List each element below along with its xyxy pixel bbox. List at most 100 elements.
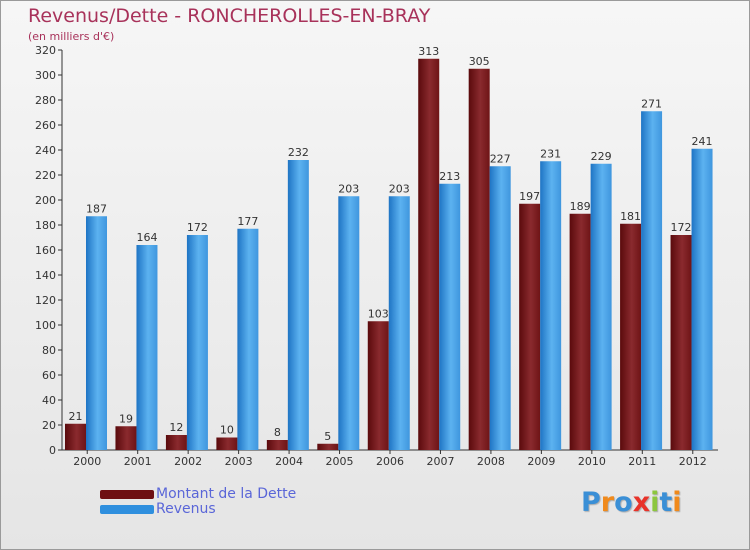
y-tick-label: 260 (35, 119, 56, 132)
x-tick-label: 2011 (628, 455, 656, 468)
logo-letter: r (600, 487, 615, 518)
y-tick-label: 20 (42, 419, 56, 432)
logo-letter: P (581, 487, 601, 518)
logo-letter: x (632, 487, 651, 518)
data-label-revenus: 229 (591, 150, 612, 163)
bar-revenus (186, 235, 208, 450)
y-tick-label: 120 (35, 294, 56, 307)
x-tick-label: 2000 (73, 455, 101, 468)
y-tick-label: 40 (42, 394, 56, 407)
data-label-revenus: 232 (288, 146, 309, 159)
y-tick-label: 280 (35, 94, 56, 107)
data-label-revenus: 177 (237, 215, 258, 228)
bars (65, 58, 713, 450)
bar-revenus (237, 228, 259, 450)
y-tick-label: 140 (35, 269, 56, 282)
data-label-revenus: 164 (136, 231, 157, 244)
legend-swatch-dette (100, 490, 154, 499)
data-label-revenus: 271 (641, 97, 662, 110)
bar-revenus (136, 245, 158, 450)
proxiti-logo: Proxiti (581, 487, 682, 518)
data-labels: 21 187 19 164 12 172 10 177 8 232 5 203 103 203 313 213… (69, 45, 713, 443)
x-tick-label: 2003 (225, 455, 253, 468)
x-tick-label: 2007 (426, 455, 454, 468)
data-label-dette: 313 (418, 45, 439, 58)
data-label-revenus: 213 (439, 170, 460, 183)
bar-dette (165, 435, 187, 450)
data-label-dette: 181 (620, 210, 641, 223)
bar-revenus (590, 163, 612, 450)
legend-swatch-revenus (100, 505, 154, 514)
legend-label-dette: Montant de la Dette (156, 486, 297, 502)
data-label-dette: 5 (324, 430, 331, 443)
bar-revenus (540, 161, 562, 450)
bar-revenus (287, 160, 309, 450)
data-label-dette: 305 (469, 55, 490, 68)
x-tick-label: 2008 (477, 455, 505, 468)
logo-letter: o (614, 487, 633, 518)
bar-dette (266, 440, 288, 450)
y-tick-label: 200 (35, 194, 56, 207)
bar-revenus (691, 148, 713, 450)
bar-revenus (439, 183, 461, 450)
chart-subtitle: (en milliers d'€) (28, 30, 115, 43)
bar-dette (620, 223, 642, 450)
data-label-dette: 10 (220, 424, 234, 437)
x-tick-label: 2004 (275, 455, 303, 468)
bar-dette (317, 443, 339, 450)
bar-dette (115, 426, 137, 450)
x-tick-label: 2010 (578, 455, 606, 468)
y-tick-label: 300 (35, 69, 56, 82)
bar-dette (569, 213, 591, 450)
data-label-revenus: 227 (490, 152, 511, 165)
y-tick-label: 100 (35, 319, 56, 332)
data-label-dette: 197 (519, 190, 540, 203)
bar-dette (216, 437, 238, 450)
bar-revenus (388, 196, 410, 450)
y-tick-label: 220 (35, 169, 56, 182)
y-tick-label: 320 (35, 44, 56, 57)
bar-dette (670, 235, 692, 450)
data-label-revenus: 231 (540, 147, 561, 160)
bar-revenus (641, 111, 663, 450)
y-tick-label: 240 (35, 144, 56, 157)
bar-dette (468, 68, 490, 450)
data-label-dette: 19 (119, 412, 133, 425)
legend-label-revenus: Revenus (156, 501, 216, 517)
data-label-revenus: 172 (187, 221, 208, 234)
x-tick-label: 2009 (527, 455, 555, 468)
logo-letter: t (659, 487, 673, 518)
bar-revenus (86, 216, 107, 450)
y-tick-label: 180 (35, 219, 56, 232)
y-tick-label: 80 (42, 344, 56, 357)
data-label-dette: 103 (368, 307, 389, 320)
bar-dette (65, 423, 86, 450)
data-label-revenus: 187 (86, 202, 107, 215)
bar-revenus (338, 196, 360, 450)
x-tick-label: 2012 (679, 455, 707, 468)
bar-dette (367, 321, 389, 450)
data-label-dette: 8 (274, 426, 281, 439)
x-tick-label: 2002 (174, 455, 202, 468)
axes: 0 20 40 60 80 100 120 140 160 180 200 220 240 260 280 3… (35, 44, 718, 468)
x-tick-label: 2001 (124, 455, 152, 468)
logo-letter: i (672, 487, 682, 518)
bar-dette (418, 58, 440, 450)
y-tick-label: 60 (42, 369, 56, 382)
data-label-revenus: 203 (338, 182, 359, 195)
y-tick-label: 160 (35, 244, 56, 257)
logo-letter: i (650, 487, 660, 518)
data-label-revenus: 203 (389, 182, 410, 195)
bar-revenus (489, 166, 511, 450)
data-label-revenus: 241 (692, 135, 713, 148)
data-label-dette: 21 (69, 410, 83, 423)
bar-dette (519, 203, 541, 450)
y-tick-label: 0 (49, 444, 56, 457)
data-label-dette: 189 (570, 200, 591, 213)
x-tick-label: 2005 (326, 455, 354, 468)
chart-title: Revenus/Dette - RONCHEROLLES-EN-BRAY (28, 5, 431, 27)
data-label-dette: 12 (169, 421, 183, 434)
x-tick-label: 2006 (376, 455, 404, 468)
data-label-dette: 172 (671, 221, 692, 234)
